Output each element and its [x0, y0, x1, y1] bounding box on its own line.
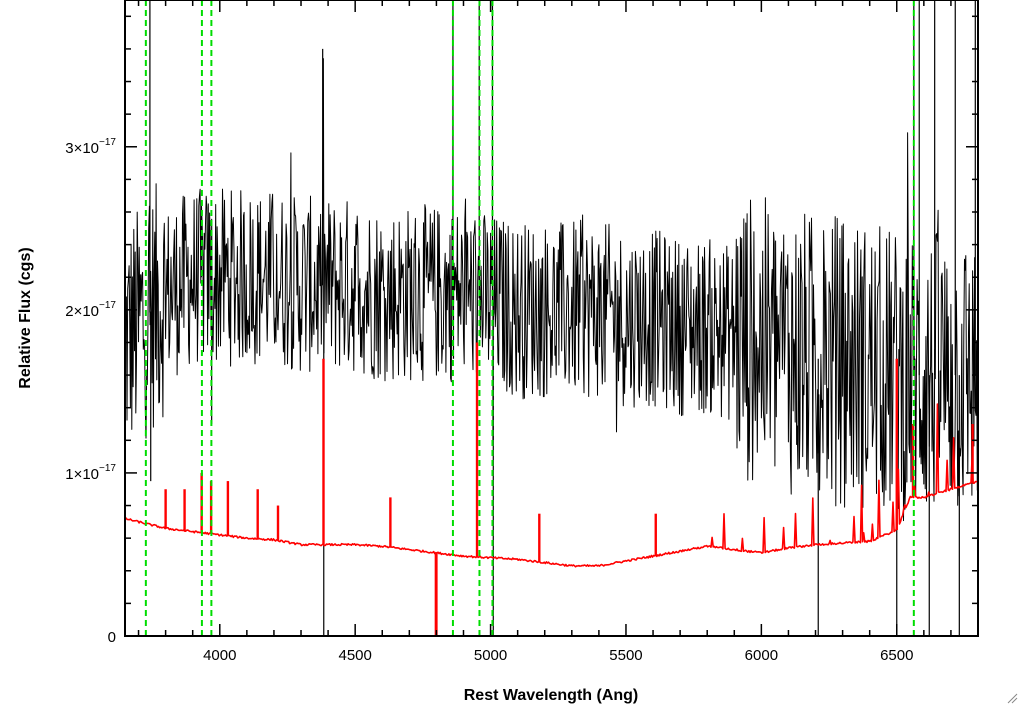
series-1 [124, 0, 979, 636]
series-2-line [124, 403, 978, 568]
axis-ticks: 4000 4500 5000 5500 6000 6500 0 1×10−17 2×10−17 3… [65, 0, 979, 664]
x-axis-title: Rest Wavelength (Ang) [464, 687, 639, 704]
series-1-line [124, 58, 979, 522]
y-tick-label: 1×10−17 [65, 463, 116, 483]
plot-frame [124, 0, 979, 637]
x-tick-label: 4500 [338, 647, 371, 664]
y-tick-label: 0 [108, 629, 116, 646]
x-tick-label: 5500 [609, 647, 642, 664]
series-layer [124, 0, 979, 636]
y-axis-title: Relative Flux (cgs) [17, 247, 34, 388]
x-tick-label: 4000 [203, 647, 236, 664]
reference-lines [144, 0, 915, 636]
y-tick-label: 3×10−17 [65, 137, 116, 157]
y-tick-label: 2×10−17 [65, 300, 116, 320]
x-tick-label: 5000 [474, 647, 507, 664]
resize-grip-icon[interactable] [1006, 692, 1018, 704]
x-tick-label: 6000 [745, 647, 778, 664]
x-tick-label: 6500 [880, 647, 913, 664]
